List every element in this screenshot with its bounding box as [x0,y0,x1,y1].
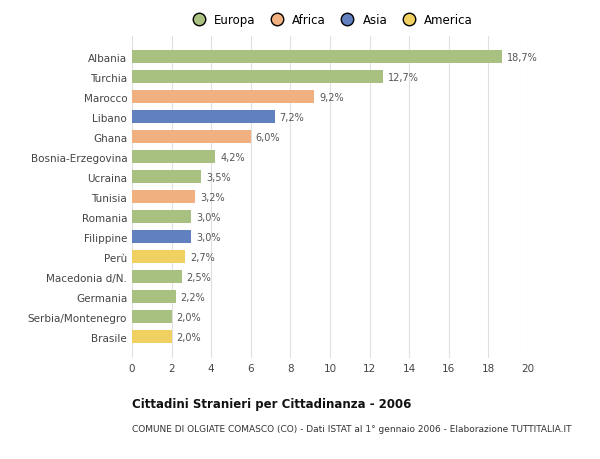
Text: 7,2%: 7,2% [280,112,304,123]
Bar [132,171,202,184]
Text: Cittadini Stranieri per Cittadinanza - 2006: Cittadini Stranieri per Cittadinanza - 2… [132,397,412,410]
Bar [132,211,191,224]
Text: 3,0%: 3,0% [196,232,221,242]
Text: 18,7%: 18,7% [507,53,538,63]
Text: COMUNE DI OLGIATE COMASCO (CO) - Dati ISTAT al 1° gennaio 2006 - Elaborazione TU: COMUNE DI OLGIATE COMASCO (CO) - Dati IS… [132,425,571,434]
Text: 9,2%: 9,2% [319,93,344,103]
Bar [132,151,215,164]
Text: 2,7%: 2,7% [190,252,215,262]
Text: 3,0%: 3,0% [196,213,221,222]
Text: 12,7%: 12,7% [388,73,419,83]
Text: 4,2%: 4,2% [220,152,245,162]
Bar [132,251,185,263]
Legend: Europa, Africa, Asia, America: Europa, Africa, Asia, America [184,11,476,30]
Bar [132,51,502,64]
Bar [132,271,182,284]
Bar [132,71,383,84]
Bar [132,330,172,343]
Bar [132,111,275,124]
Bar [132,291,176,303]
Bar [132,231,191,244]
Bar [132,311,172,324]
Text: 3,2%: 3,2% [200,192,225,202]
Text: 6,0%: 6,0% [256,133,280,143]
Bar [132,191,196,204]
Text: 2,0%: 2,0% [176,312,201,322]
Bar [132,131,251,144]
Text: 3,5%: 3,5% [206,173,231,182]
Text: 2,2%: 2,2% [181,292,205,302]
Text: 2,5%: 2,5% [187,272,211,282]
Text: 2,0%: 2,0% [176,332,201,342]
Bar [132,91,314,104]
